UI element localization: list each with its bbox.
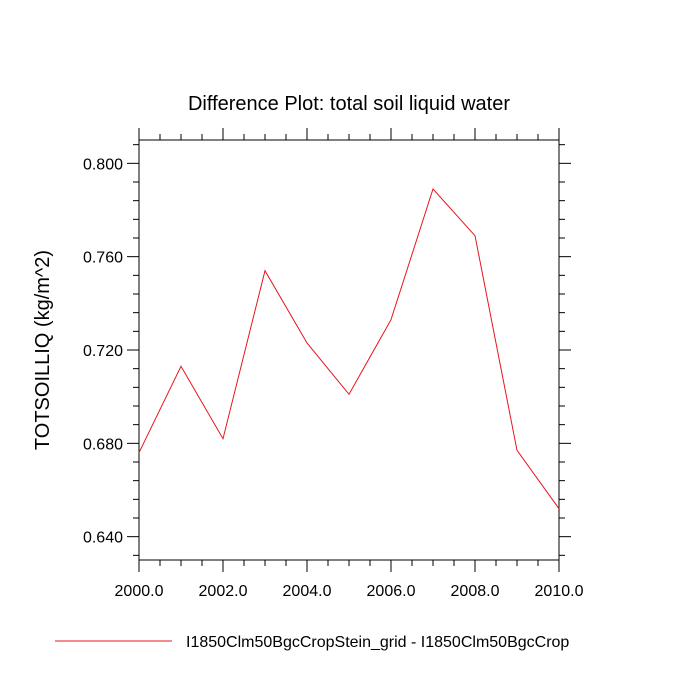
y-tick-label-0.8: 0.800 (83, 156, 123, 173)
legend-label-0: I1850Clm50BgcCropStein_grid - I1850Clm50… (186, 634, 569, 651)
chart-title: Difference Plot: total soil liquid water (188, 93, 510, 115)
y-tick-label-0.76: 0.760 (83, 250, 123, 267)
x-tick-label-2000: 2000.0 (115, 583, 164, 600)
x-tick-label-2004: 2004.0 (283, 583, 332, 600)
x-tick-label-2008: 2008.0 (451, 583, 500, 600)
y-axis-label: TOTSOILLIQ (kg/m^2) (32, 250, 54, 450)
legend: I1850Clm50BgcCropStein_grid - I1850Clm50… (55, 634, 569, 651)
y-tick-label-0.68: 0.680 (83, 436, 123, 453)
x-tick-label-2002: 2002.0 (199, 583, 248, 600)
y-tick-label-0.64: 0.640 (83, 530, 123, 547)
x-tick-label-2010: 2010.0 (535, 583, 584, 600)
x-tick-label-2006: 2006.0 (367, 583, 416, 600)
plot-frame (139, 140, 559, 560)
series-line-0 (139, 189, 559, 509)
y-tick-label-0.72: 0.720 (83, 343, 123, 360)
